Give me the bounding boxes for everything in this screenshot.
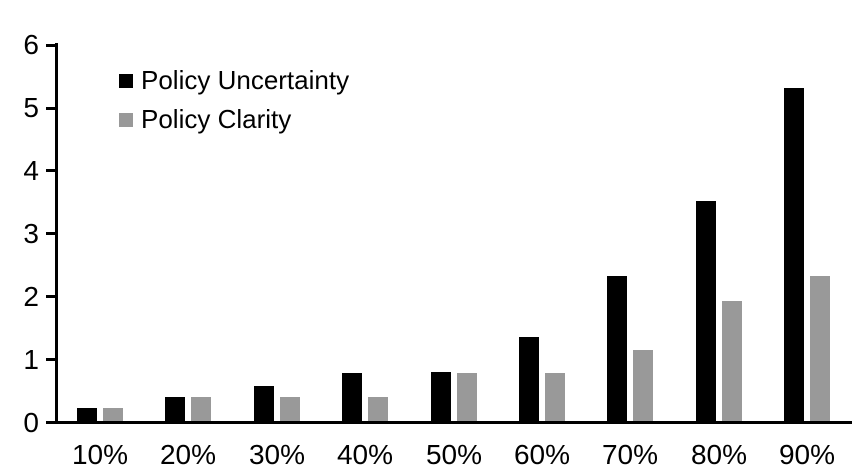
- bar-policy-uncertainty: [77, 408, 97, 421]
- y-tick-label: 1: [23, 344, 39, 375]
- bar-policy-clarity: [103, 408, 123, 421]
- x-tick-label: 80%: [690, 439, 748, 470]
- y-tick-label: 4: [23, 155, 39, 186]
- legend-item-policy-clarity: Policy Clarity: [119, 105, 349, 134]
- y-tick-label: 2: [23, 281, 39, 312]
- x-tick-label: 70%: [601, 439, 659, 470]
- y-tick: [46, 358, 55, 361]
- bar-policy-uncertainty: [342, 373, 362, 421]
- legend-item-policy-uncertainty: Policy Uncertainty: [119, 66, 349, 95]
- bar-policy-uncertainty: [696, 201, 716, 421]
- bar-policy-clarity: [633, 350, 653, 421]
- y-tick-label: 5: [23, 92, 39, 123]
- x-tick-label: 40%: [336, 439, 394, 470]
- y-tick: [46, 295, 55, 298]
- y-tick: [46, 232, 55, 235]
- legend-label-policy-clarity: Policy Clarity: [141, 104, 292, 134]
- x-tick-label: 30%: [248, 439, 306, 470]
- y-axis-line: [55, 43, 58, 424]
- y-tick: [46, 421, 55, 424]
- bar-policy-uncertainty: [165, 397, 185, 421]
- bar-policy-uncertainty: [519, 337, 539, 421]
- y-tick-label: 0: [23, 407, 39, 438]
- bar-policy-clarity: [191, 397, 211, 421]
- legend-swatch-policy-clarity-icon: [119, 112, 133, 127]
- bar-policy-uncertainty: [607, 276, 627, 421]
- bar-policy-clarity: [545, 373, 565, 421]
- y-tick: [46, 107, 55, 110]
- legend-label-policy-uncertainty: Policy Uncertainty: [141, 65, 350, 95]
- bar-policy-uncertainty: [431, 372, 451, 421]
- bar-policy-clarity: [368, 397, 388, 421]
- y-tick: [46, 169, 55, 172]
- chart-legend: Policy Uncertainty Policy Clarity: [119, 66, 349, 144]
- y-tick-label: 6: [23, 29, 39, 60]
- y-tick: [46, 44, 55, 47]
- bar-policy-uncertainty: [784, 88, 804, 421]
- x-tick-label: 10%: [71, 439, 129, 470]
- bar-policy-clarity: [722, 301, 742, 421]
- x-axis-line: [55, 421, 852, 424]
- bar-policy-clarity: [280, 397, 300, 421]
- legend-swatch-policy-uncertainty-icon: [119, 73, 133, 88]
- x-tick-label: 60%: [513, 439, 571, 470]
- bar-policy-clarity: [810, 276, 830, 421]
- bar-policy-clarity: [457, 373, 477, 421]
- bar-policy-uncertainty: [254, 386, 274, 421]
- x-tick-label: 90%: [778, 439, 836, 470]
- x-tick-label: 20%: [159, 439, 217, 470]
- y-tick-label: 3: [23, 218, 39, 249]
- x-tick-label: 50%: [425, 439, 483, 470]
